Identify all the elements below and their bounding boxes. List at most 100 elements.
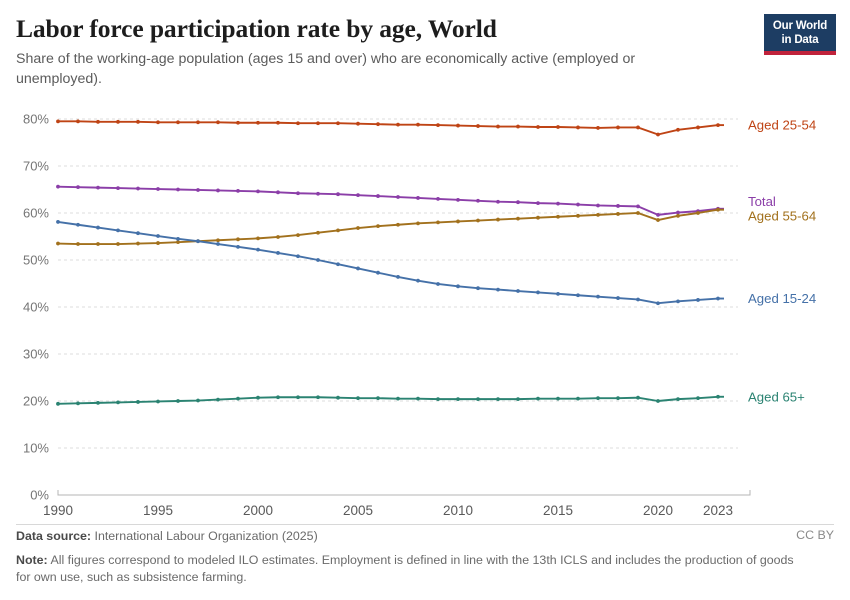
data-point[interactable] (416, 396, 420, 401)
data-point[interactable] (596, 212, 600, 217)
data-point[interactable] (516, 289, 520, 293)
series-label[interactable]: Aged 55-64 (748, 208, 816, 223)
data-point[interactable] (476, 286, 480, 291)
data-point[interactable] (296, 395, 300, 400)
data-point[interactable] (56, 401, 60, 406)
data-point[interactable] (656, 212, 660, 217)
data-point[interactable] (316, 121, 320, 126)
data-point[interactable] (196, 120, 200, 125)
data-point[interactable] (336, 121, 340, 126)
data-point[interactable] (56, 220, 60, 224)
data-point[interactable] (676, 213, 680, 218)
data-point[interactable] (456, 197, 460, 202)
data-point[interactable] (576, 213, 580, 218)
data-point[interactable] (176, 236, 180, 241)
data-point[interactable] (516, 124, 520, 129)
data-point[interactable] (476, 198, 480, 203)
data-point[interactable] (536, 290, 540, 295)
data-point[interactable] (316, 191, 320, 196)
data-point[interactable] (636, 297, 640, 302)
data-point[interactable] (436, 397, 440, 402)
data-point[interactable] (96, 185, 100, 190)
data-point[interactable] (136, 231, 140, 236)
data-point[interactable] (616, 396, 620, 401)
data-point[interactable] (456, 123, 460, 128)
data-point[interactable] (656, 399, 660, 403)
data-point[interactable] (656, 301, 660, 306)
data-point[interactable] (476, 397, 480, 402)
data-point[interactable] (96, 119, 100, 124)
data-point[interactable] (216, 397, 220, 402)
data-point[interactable] (376, 224, 380, 229)
data-point[interactable] (116, 400, 120, 405)
data-point[interactable] (496, 397, 500, 402)
data-point[interactable] (396, 195, 400, 199)
data-point[interactable] (576, 125, 580, 130)
data-point[interactable] (116, 228, 120, 233)
data-point[interactable] (156, 399, 160, 404)
data-point[interactable] (256, 120, 260, 125)
data-point[interactable] (156, 120, 160, 125)
data-point[interactable] (376, 194, 380, 198)
series-total[interactable] (56, 184, 724, 217)
data-point[interactable] (56, 184, 60, 189)
data-point[interactable] (176, 240, 180, 245)
data-point[interactable] (136, 119, 140, 124)
data-point[interactable] (356, 266, 360, 271)
data-point[interactable] (536, 396, 540, 401)
data-point[interactable] (236, 244, 240, 249)
data-point[interactable] (576, 202, 580, 207)
data-point[interactable] (536, 201, 540, 206)
data-point[interactable] (276, 190, 280, 195)
data-point[interactable] (256, 395, 260, 400)
data-point[interactable] (436, 123, 440, 128)
data-point[interactable] (436, 282, 440, 286)
data-point[interactable] (476, 124, 480, 128)
data-point[interactable] (256, 247, 260, 252)
data-point[interactable] (276, 251, 280, 255)
data-point[interactable] (636, 125, 640, 130)
data-point[interactable] (616, 125, 620, 130)
data-point[interactable] (556, 291, 560, 296)
data-point[interactable] (456, 284, 460, 289)
data-point[interactable] (356, 121, 360, 126)
data-point[interactable] (216, 242, 220, 246)
data-point[interactable] (376, 270, 380, 275)
data-point[interactable] (596, 396, 600, 401)
data-point[interactable] (396, 222, 400, 227)
data-point[interactable] (456, 219, 460, 224)
data-point[interactable] (76, 401, 80, 406)
data-point[interactable] (236, 120, 240, 125)
data-point[interactable] (316, 395, 320, 400)
data-point[interactable] (496, 287, 500, 292)
data-point[interactable] (336, 228, 340, 233)
data-point[interactable] (636, 204, 640, 209)
data-point[interactable] (576, 396, 580, 401)
license-label[interactable]: CC BY (796, 528, 834, 542)
series-label[interactable]: Aged 25-54 (748, 118, 816, 133)
data-point[interactable] (96, 225, 100, 230)
series-aged-25-54[interactable] (56, 119, 724, 137)
series-aged-15-24[interactable] (56, 220, 724, 306)
series-aged-65[interactable] (56, 394, 724, 406)
data-point[interactable] (76, 242, 80, 246)
data-point[interactable] (556, 396, 560, 401)
data-point[interactable] (536, 215, 540, 220)
data-point[interactable] (496, 124, 500, 129)
series-label[interactable]: Aged 65+ (748, 389, 805, 404)
data-point[interactable] (236, 189, 240, 193)
data-point[interactable] (236, 237, 240, 242)
data-point[interactable] (256, 236, 260, 241)
data-point[interactable] (696, 298, 700, 302)
data-point[interactable] (136, 400, 140, 404)
data-point[interactable] (276, 120, 280, 125)
data-point[interactable] (376, 396, 380, 401)
data-point[interactable] (236, 396, 240, 401)
data-point[interactable] (176, 120, 180, 125)
data-point[interactable] (516, 200, 520, 205)
data-point[interactable] (336, 262, 340, 267)
data-point[interactable] (116, 242, 120, 246)
data-point[interactable] (676, 397, 680, 402)
data-point[interactable] (616, 296, 620, 300)
data-point[interactable] (396, 122, 400, 127)
